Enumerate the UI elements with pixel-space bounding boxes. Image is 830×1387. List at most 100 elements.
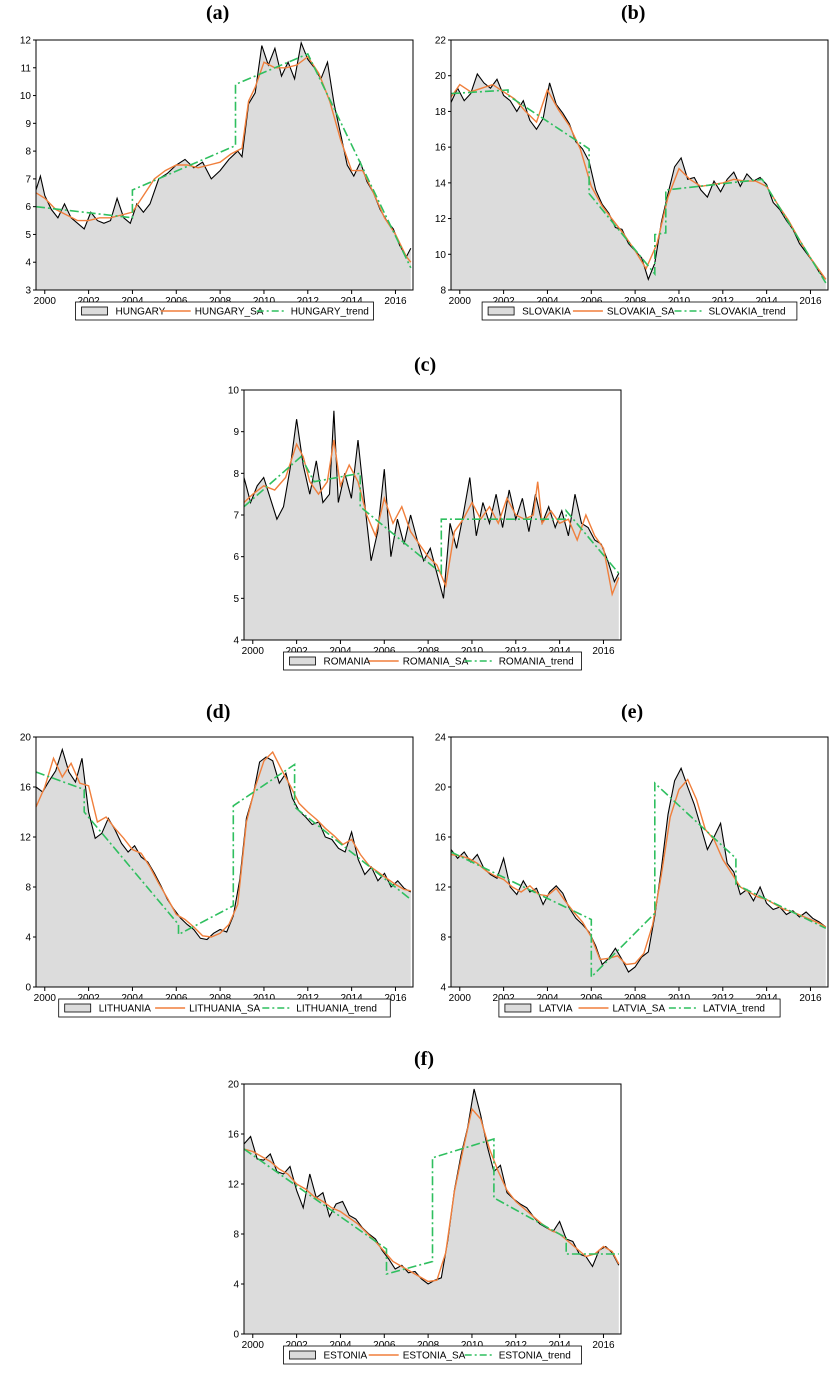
area-estonia: [244, 1089, 619, 1334]
panel-label: (e): [621, 701, 644, 723]
x-tick-label: 2010: [253, 993, 276, 1004]
x-tick-label: 2014: [756, 296, 779, 307]
y-tick-label: 7: [25, 174, 31, 185]
x-tick-label: 2014: [756, 993, 779, 1004]
y-tick-label: 4: [233, 636, 239, 647]
legend-box: [58, 998, 391, 1018]
x-tick-label: 2008: [209, 993, 232, 1004]
y-tick-label: 16: [435, 833, 447, 844]
area-latvia: [451, 768, 826, 987]
series-line-romania: [243, 410, 620, 599]
y-tick-label: 24: [435, 733, 447, 744]
legend-box: [283, 1345, 582, 1365]
x-tick-label: 2010: [253, 296, 276, 307]
y-tick-label: 12: [20, 833, 32, 844]
chart-svg: 8 10 12 14 16 18 20 22 2000 2002 2004 2006 2008 2010 2…: [435, 36, 829, 321]
plot-frame: [450, 736, 829, 988]
x-tick-label: 2002: [492, 296, 515, 307]
x-tick-label: 2000: [34, 296, 57, 307]
panel-label: (d): [206, 701, 231, 723]
x-tick-label: 2002: [77, 993, 100, 1004]
series-line-slovakia-trend: [450, 89, 827, 284]
x-tick-label: 2000: [449, 993, 472, 1004]
series-line-estonia: [243, 1088, 620, 1285]
x-tick-label: 2002: [492, 993, 515, 1004]
plot-frame: [35, 39, 414, 291]
x-tick-label: 2012: [297, 993, 320, 1004]
x-tick-label: 2006: [580, 296, 603, 307]
y-tick-label: 16: [435, 143, 447, 154]
plot-frame: [243, 1083, 622, 1335]
x-tick-label: 2002: [285, 1340, 308, 1351]
x-tick-label: 2002: [77, 296, 100, 307]
series-line-hungary-sa: [35, 55, 412, 263]
legend-key-actual: [81, 306, 108, 316]
y-tick-label: 20: [228, 1080, 240, 1091]
legend-label: LITHUANIA_trend: [296, 1004, 377, 1015]
y-tick-label: 0: [25, 983, 31, 994]
panel-label: (f): [414, 1048, 434, 1070]
chart-svg: 0 4 8 12 16 20 2000 2002 2004 2006 2008 2010 2012 201…: [20, 733, 414, 1018]
x-tick-label: 2006: [580, 993, 603, 1004]
legend-label: LATVIA_SA: [613, 1004, 666, 1015]
plot-frame: [450, 39, 829, 291]
y-tick-label: 4: [25, 933, 31, 944]
legend-box: [283, 651, 582, 671]
area-romania: [244, 410, 619, 640]
legend-label: LATVIA: [539, 1004, 573, 1015]
y-tick-label: 14: [435, 178, 447, 189]
legend-key-actual: [289, 1350, 316, 1360]
x-tick-label: 2006: [165, 993, 188, 1004]
x-tick-label: 2010: [461, 646, 484, 657]
legend-box: [481, 301, 798, 321]
x-tick-label: 2004: [329, 1340, 352, 1351]
y-tick-label: 8: [233, 469, 239, 480]
x-tick-label: 2014: [549, 646, 572, 657]
legend-key-actual: [504, 1003, 532, 1013]
y-tick-label: 16: [228, 1130, 240, 1141]
panel-label: (a): [206, 2, 230, 24]
x-tick-label: 2016: [384, 296, 407, 307]
chart-panel-b: (b) 8 10 12 14 16 18 20 22 2000 2002 2004 2006 2008 2…: [415, 0, 830, 340]
x-tick-label: 2014: [341, 993, 364, 1004]
y-tick-label: 16: [20, 783, 32, 794]
chart-panel-e: (e) 4 8 12 16 20 24 2000 2002 2004 2006 2008 2010 20…: [415, 697, 830, 1037]
y-tick-label: 10: [435, 250, 447, 261]
panel-label: (c): [414, 354, 437, 376]
series-line-romania-trend: [243, 455, 620, 575]
y-tick-label: 12: [435, 883, 447, 894]
y-tick-label: 12: [20, 36, 32, 47]
x-tick-label: 2010: [461, 1340, 484, 1351]
panel-label: (b): [621, 2, 646, 24]
chart-panel-c: (c) 4 5 6 7 8 9 10 2000 2002 2004 2006 2008 2010 2012…: [208, 350, 623, 690]
legend-key-actual: [487, 306, 515, 316]
legend-label: SLOVAKIA: [522, 307, 571, 318]
legend-label: SLOVAKIA_SA: [607, 307, 675, 318]
series-line-latvia: [450, 766, 827, 973]
x-tick-label: 2016: [592, 1340, 615, 1351]
chart-panel-d: (d) 0 4 8 12 16 20 2000 2002 2004 2006 2008 2010 201…: [0, 697, 415, 1037]
legend-label: ROMANIA_SA: [403, 657, 469, 668]
x-tick-label: 2000: [242, 1340, 265, 1351]
legend-label: ESTONIA_SA: [403, 1351, 466, 1362]
legend-label: ROMANIA: [324, 657, 371, 668]
legend-label: HUNGARY_SA: [195, 307, 264, 318]
x-tick-label: 2016: [384, 993, 407, 1004]
area-hungary: [36, 42, 411, 290]
plot-frame: [35, 736, 414, 988]
x-tick-label: 2000: [449, 296, 472, 307]
series-line-romania-sa: [243, 439, 620, 597]
x-tick-label: 2004: [121, 993, 144, 1004]
y-tick-label: 4: [440, 983, 446, 994]
legend-label: LITHUANIA_SA: [189, 1004, 260, 1015]
y-tick-label: 5: [25, 230, 31, 241]
x-tick-label: 2012: [712, 296, 735, 307]
y-tick-label: 12: [228, 1180, 240, 1191]
x-tick-label: 2004: [329, 646, 352, 657]
y-tick-label: 22: [435, 36, 447, 47]
x-tick-label: 2014: [341, 296, 364, 307]
legend-box: [498, 998, 781, 1018]
x-tick-label: 2006: [165, 296, 188, 307]
legend-box: [75, 301, 374, 321]
x-tick-label: 2008: [209, 296, 232, 307]
